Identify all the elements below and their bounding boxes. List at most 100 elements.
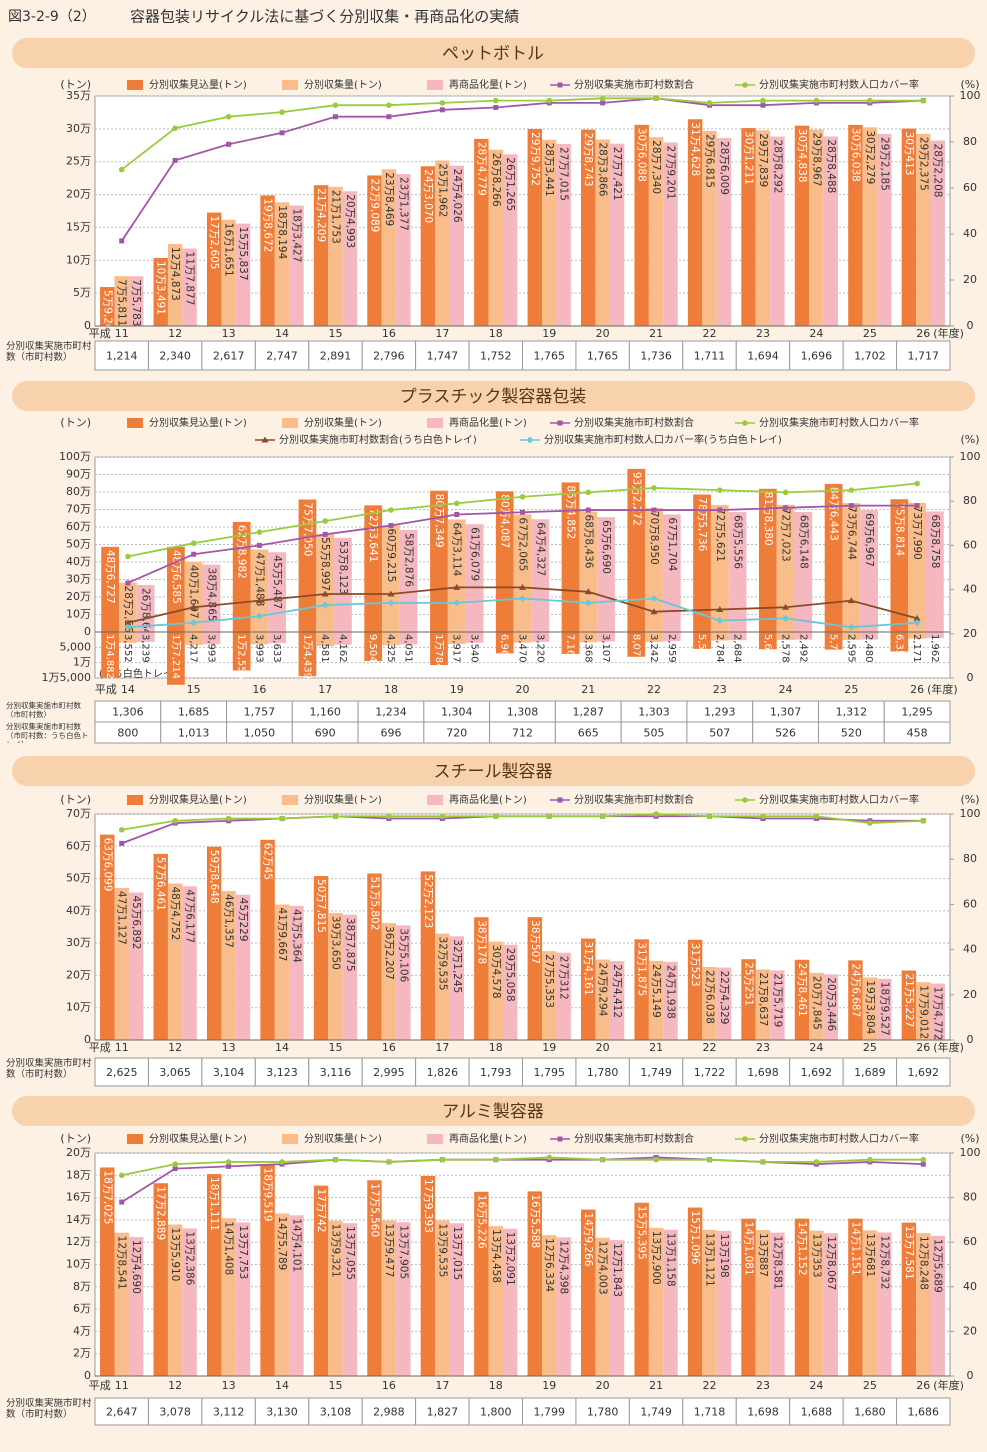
legend-swatch — [282, 795, 298, 805]
bar-value-label: 13万9,477 — [383, 1223, 395, 1277]
table-cell — [415, 1397, 470, 1426]
x-tick-label: 20 — [596, 1379, 610, 1392]
y-tick-label: 10万 — [66, 1001, 91, 1014]
table-row-label-box: 分別収集実施市町村数（市町村数） — [6, 1058, 92, 1080]
legend-marker — [557, 82, 563, 88]
bar-value-label: 27万312 — [558, 956, 570, 1000]
x-tick-label: 13 — [222, 1379, 236, 1392]
x-tick-label: 17 — [435, 1041, 449, 1054]
y2-tick-label: 0 — [967, 1033, 974, 1046]
bar-value-label: 28万8,488 — [825, 139, 837, 193]
table-value: 696 — [380, 727, 401, 740]
x-tick-label: 13 — [222, 327, 236, 340]
bar-value-label: 48万4,752 — [169, 886, 181, 940]
section-title: スチール製容器 — [434, 762, 553, 782]
bar-value-label: 93万2,272 — [630, 472, 642, 526]
line-marker — [439, 107, 445, 113]
tray-value-label: 2,578 — [780, 634, 791, 663]
bar-value-label: 30万6,088 — [636, 128, 648, 182]
section-banner — [12, 1096, 975, 1126]
table-cell — [308, 1057, 363, 1087]
legend-label: 分別収集量(トン) — [304, 78, 382, 91]
y-tick-label: 60万 — [66, 520, 91, 533]
table-cell — [201, 340, 256, 371]
table-cell — [883, 721, 951, 744]
bar-value-label: 39万3,650 — [329, 916, 341, 970]
tray-value-label: 1,962 — [929, 634, 940, 663]
bar — [809, 129, 824, 326]
bar-value-label: 13万2,386 — [184, 1231, 196, 1285]
bar — [250, 549, 269, 632]
bar-value-label: 28万6,009 — [718, 141, 730, 195]
line-marker — [255, 597, 263, 604]
x-tick-label: 15 — [187, 683, 201, 696]
bar — [235, 223, 251, 326]
bar-value-label: 30万2,279 — [864, 130, 876, 184]
table-value: 1,757 — [244, 706, 276, 719]
table-value: 1,765 — [533, 350, 565, 363]
line-marker — [651, 485, 657, 491]
y2-tick-label: 20 — [963, 273, 977, 286]
tray-bar — [513, 632, 532, 643]
table-cell — [628, 340, 684, 371]
table-cell — [842, 1057, 898, 1087]
legend-swatch — [427, 418, 443, 428]
y2-axis-unit: (%) — [960, 793, 979, 806]
bar-value-label: 80万7,349 — [433, 494, 445, 548]
bar — [221, 891, 236, 1040]
bar — [741, 959, 756, 1040]
bar — [663, 961, 678, 1040]
y-tick-label: 12万 — [66, 1235, 91, 1248]
tray-value-label: 3,220 — [534, 634, 545, 663]
bar-value-label: 13万7,753 — [237, 1225, 249, 1279]
bar — [342, 1223, 358, 1376]
legend-marker — [261, 436, 269, 443]
bar — [542, 1235, 557, 1376]
table-value: 520 — [841, 727, 862, 740]
line-marker — [279, 1159, 285, 1165]
bar-value-label: 29万6,815 — [704, 134, 716, 188]
x-tick-label: 16 — [252, 683, 266, 696]
bar — [710, 505, 729, 632]
table-value: 1,214 — [106, 350, 138, 363]
bar — [663, 1229, 678, 1376]
table-row-label-box: 分別収集実施市町村数（市町村数） — [6, 341, 92, 363]
y2-tick-label: 40 — [963, 227, 977, 240]
bar — [561, 482, 580, 632]
bar-value-label: 47万1,127 — [116, 891, 128, 945]
bar — [527, 917, 543, 1040]
table-value: 3,078 — [159, 1406, 191, 1419]
line-marker — [190, 619, 198, 627]
bar — [488, 941, 503, 1040]
bar-value-label: 73万7,990 — [911, 506, 923, 560]
y-tick-label: 5,000 — [60, 640, 92, 653]
line — [120, 97, 924, 242]
bar — [901, 1222, 917, 1376]
y-tick-label: 40万 — [66, 904, 91, 917]
bar-value-label: 73万6,744 — [845, 506, 857, 560]
bar-value-label: 51万5,802 — [368, 876, 380, 930]
table-row-label-box: 分別収集実施市町村数（市町村数） — [6, 701, 81, 719]
x-tick-label: 19 — [450, 683, 464, 696]
y-tick-label: 80万 — [66, 485, 91, 498]
bar-value-label: 28万3,441 — [543, 143, 555, 197]
bar — [513, 514, 532, 632]
line — [121, 1156, 924, 1177]
bar-value-label: 72万7,023 — [780, 508, 792, 562]
y-tick-label: 6万 — [73, 1302, 91, 1315]
legend-label: 分別収集量(トン) — [304, 793, 382, 806]
bar — [645, 507, 663, 632]
line-marker — [848, 487, 855, 493]
x-tick-label: 21 — [649, 1041, 663, 1054]
legend-swatch — [427, 80, 443, 90]
tray-bar — [382, 632, 400, 646]
x-tick-label: 23 — [713, 683, 727, 696]
line-marker — [650, 594, 658, 602]
y2-tick-label: 100 — [960, 1146, 981, 1159]
legend-label: 分別収集量(トン) — [304, 1132, 382, 1145]
bar-value-label: 16万5,226 — [475, 1195, 487, 1249]
table-cell — [735, 1057, 791, 1087]
table-value: 1,752 — [480, 350, 512, 363]
bar-value-label: 27万9,201 — [665, 146, 677, 200]
table-cell — [735, 1397, 791, 1426]
